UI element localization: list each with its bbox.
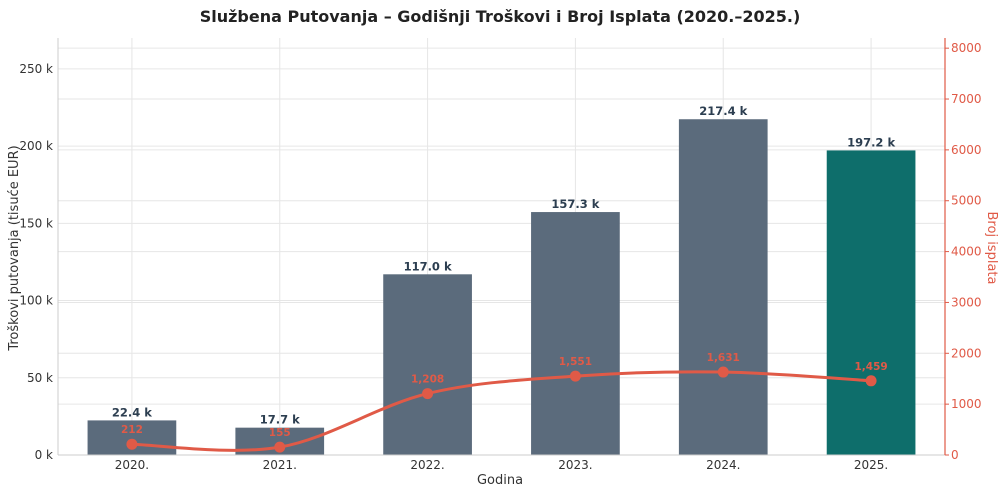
x-tick-label: 2022. [410, 458, 444, 472]
y-tick-label: 200 k [19, 139, 53, 153]
y-tick-label: 50 k [27, 371, 53, 385]
label-layer: 22.4 k 17.7 k 117.0 k 157.3 k 217.4 k 197.2 k… [112, 104, 896, 439]
y2-tick-label: 5000 [951, 194, 982, 208]
y2-tick-label: 6000 [951, 143, 982, 157]
y2-tick-label: 7000 [951, 92, 982, 106]
y2-tick-label: 1000 [951, 397, 982, 411]
line-series-path [131, 370, 872, 452]
y2-tick-label: 4000 [951, 245, 982, 259]
axis-layer: 0 k 50 k 100 k 150 k 200 k 250 k 0 1000 2000 3000… [19, 38, 982, 472]
y2-tick-label: 3000 [951, 295, 982, 309]
line-value-label: 1,631 [707, 352, 740, 364]
y2-axis-label: Broj isplata [984, 212, 999, 285]
bar-value-label: 197.2 k [847, 135, 895, 149]
bar-2023 [531, 212, 620, 455]
bar-2025 [826, 150, 916, 456]
bar-value-label: 22.4 k [112, 405, 152, 419]
line-value-label: 1,208 [411, 374, 444, 386]
chart-title: Službena Putovanja – Godišnji Troškovi i… [200, 7, 801, 26]
bar-value-label: 217.4 k [699, 104, 747, 118]
bar-value-label: 17.7 k [260, 413, 300, 427]
grid-layer [58, 38, 945, 456]
x-tick-label: 2023. [558, 458, 592, 472]
line-point-2020 [126, 438, 138, 450]
line-point-2025 [865, 375, 877, 387]
y-tick-label: 0 k [35, 448, 53, 462]
y-axis-label: Troškovi putovanja (tisuće EUR) [7, 145, 22, 351]
line-layer [126, 366, 877, 453]
y2-tick-label: 2000 [951, 346, 982, 360]
bar-2022 [383, 274, 472, 455]
y2-tick-label: 8000 [951, 41, 982, 55]
line-value-label: 1,551 [559, 356, 592, 368]
bar-2024 [678, 119, 768, 455]
line-point-2024 [717, 366, 729, 378]
x-tick-label: 2021. [263, 458, 297, 472]
line-point-2022 [422, 388, 434, 400]
line-point-2021 [274, 441, 286, 453]
x-tick-label: 2020. [115, 458, 149, 472]
y2-tick-label: 0 [951, 448, 959, 462]
x-axis-label: Godina [477, 473, 523, 488]
x-tick-label: 2024. [706, 458, 740, 472]
line-value-label: 155 [269, 427, 291, 439]
line-value-label: 212 [121, 424, 143, 436]
line-value-label: 1,459 [854, 361, 887, 373]
x-tick-label: 2025. [854, 458, 888, 472]
line-point-2023 [569, 370, 581, 382]
y-tick-label: 250 k [19, 62, 53, 76]
bar-value-label: 157.3 k [551, 197, 599, 211]
y-tick-label: 100 k [19, 294, 53, 308]
bar-value-label: 117.0 k [404, 259, 452, 273]
y-tick-label: 150 k [19, 216, 53, 230]
